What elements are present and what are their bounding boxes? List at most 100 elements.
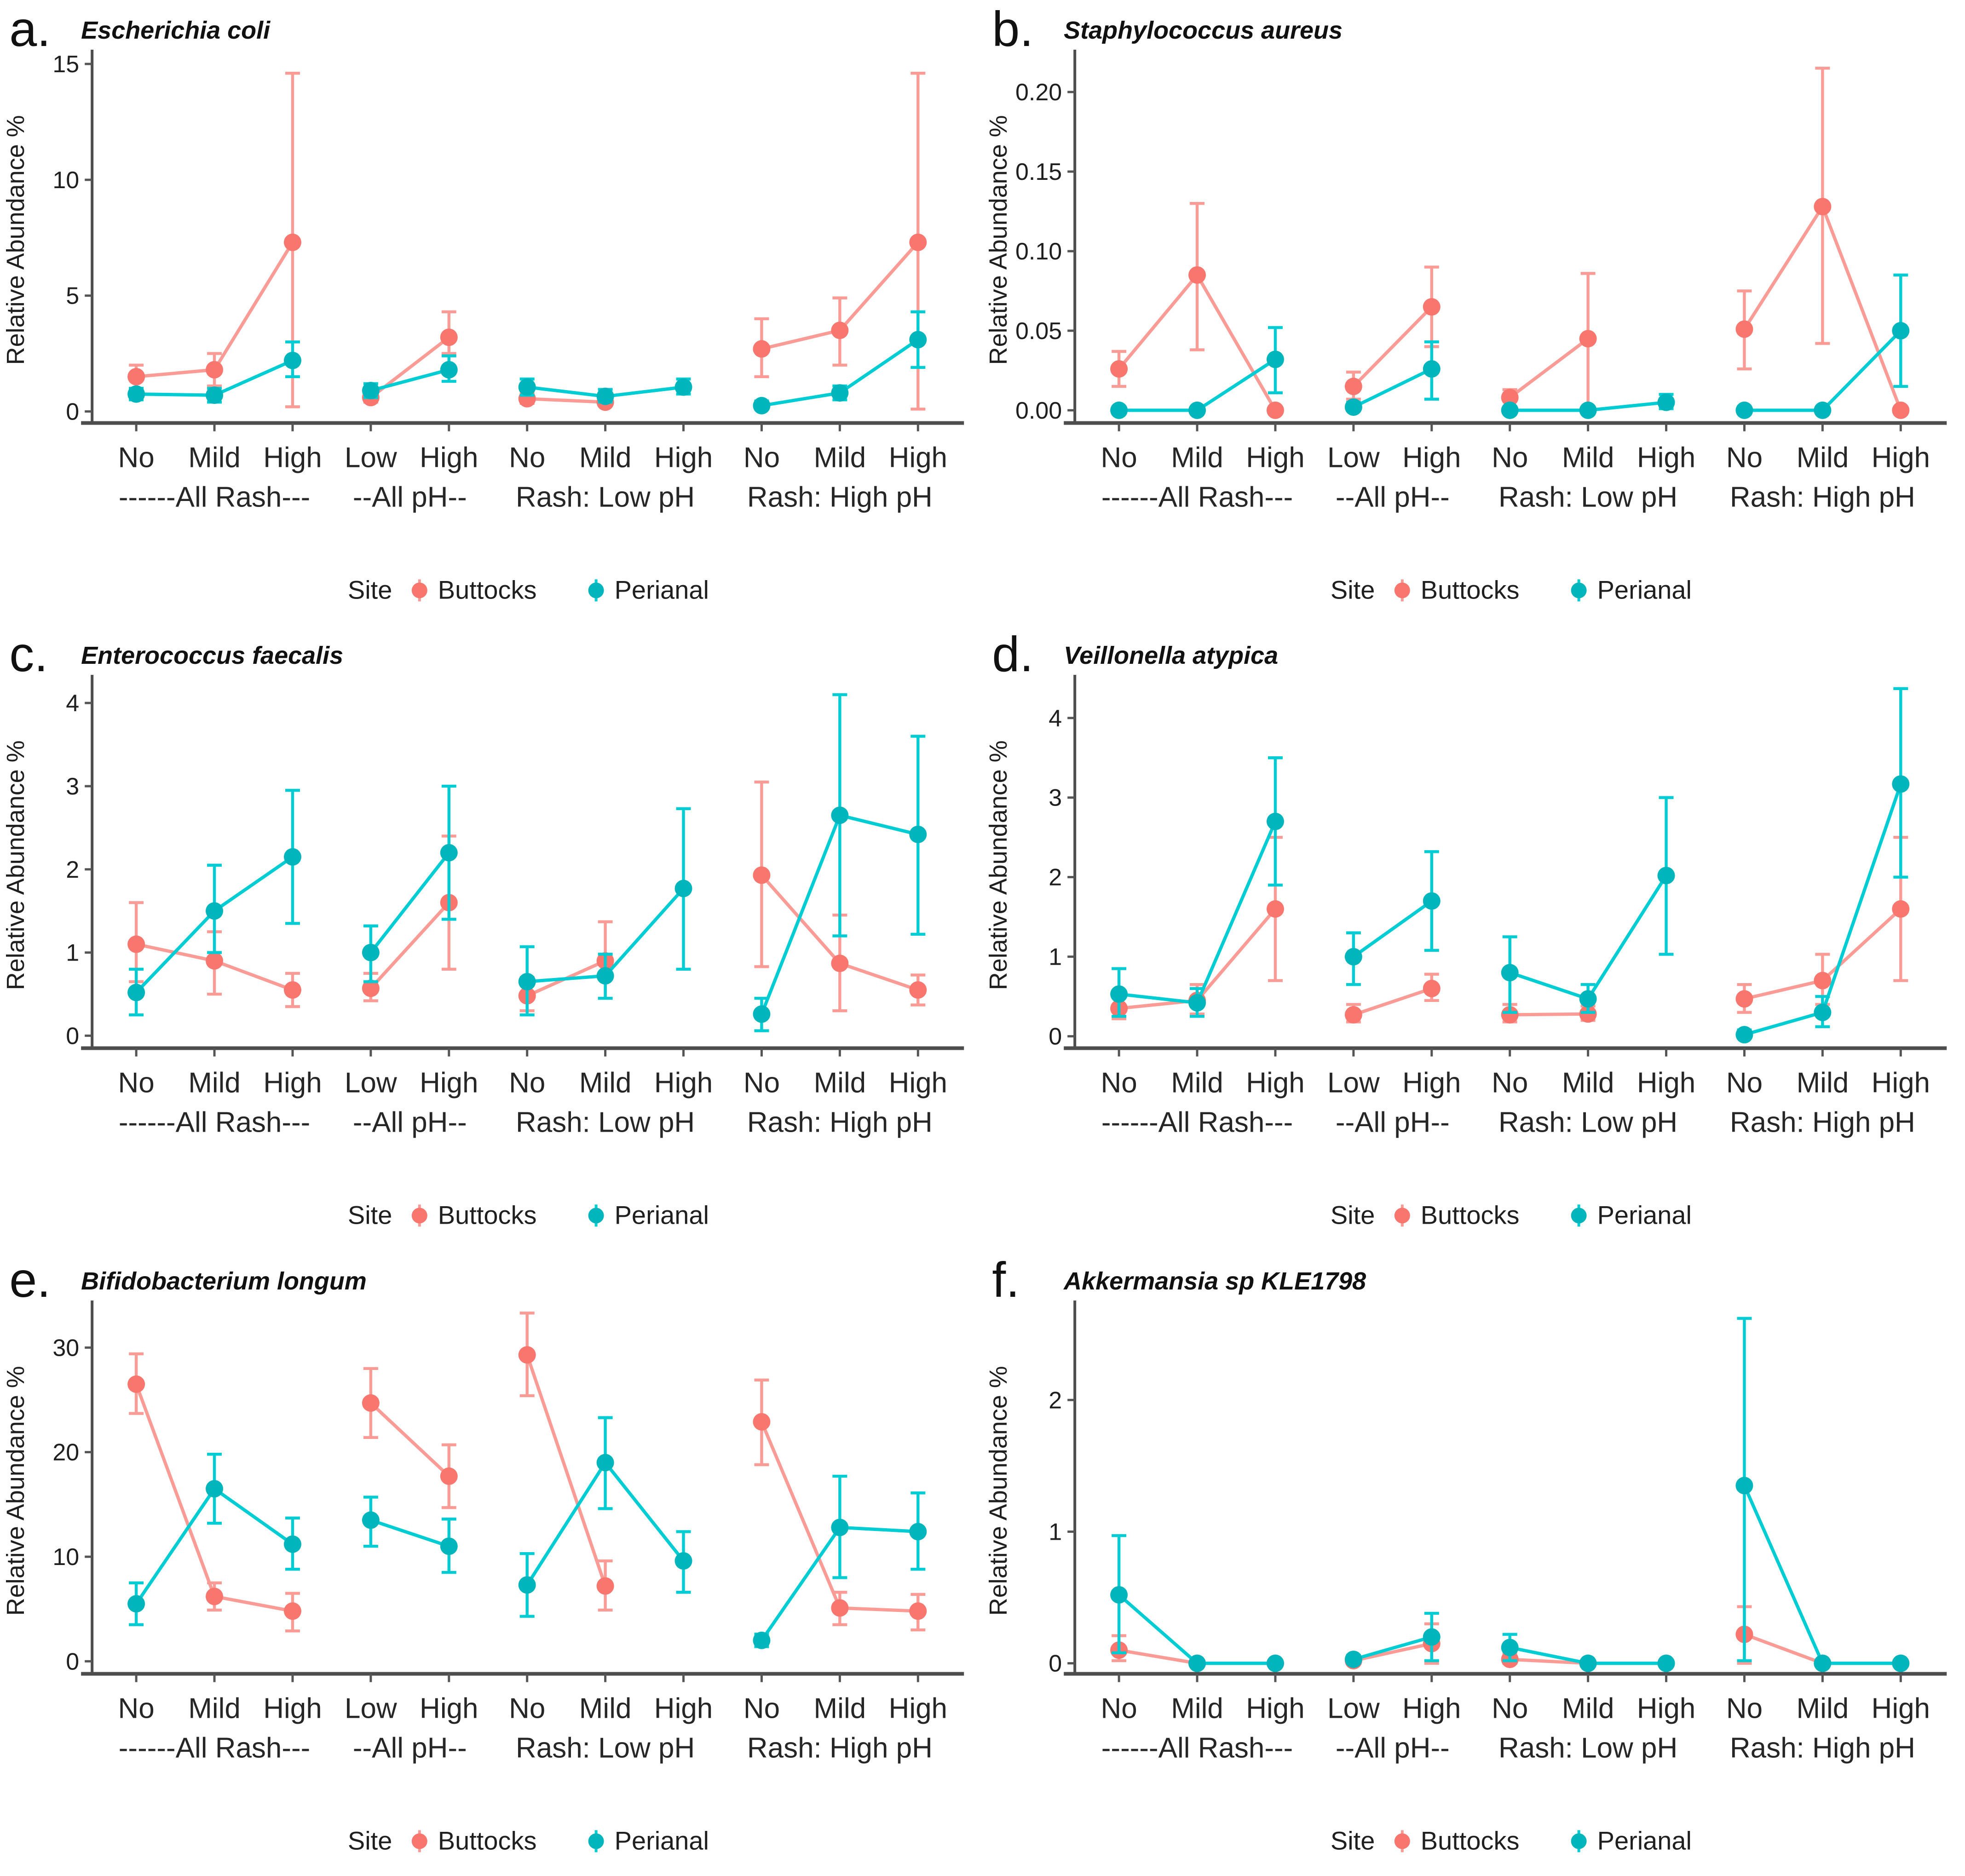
- x-tick-label: High: [654, 442, 713, 473]
- buttocks-point: [1891, 401, 1909, 419]
- perianal-point: [1188, 401, 1206, 419]
- perianal-point: [362, 944, 380, 961]
- buttocks-line: [1195, 274, 1277, 411]
- buttocks-line: [760, 874, 841, 965]
- perianal-line: [527, 385, 606, 398]
- x-tick-label: No: [1101, 442, 1137, 473]
- legend-buttocks-label: Buttocks: [438, 1826, 537, 1855]
- buttocks-point: [1501, 389, 1519, 407]
- perianal-line: [1586, 875, 1668, 1000]
- legend-perianal-label: Perianal: [615, 575, 709, 604]
- perianal-line: [604, 1461, 685, 1562]
- perianal-point: [1579, 1654, 1597, 1672]
- x-tick-label: No: [743, 442, 780, 473]
- panel-b: b. Staphylococcus aureus 0.00 0.05 0.10 0.15 0…: [983, 0, 1965, 625]
- x-tick-label: Low: [1327, 442, 1380, 473]
- x-tick-label: Low: [345, 1692, 397, 1724]
- perianal-point: [596, 1454, 614, 1472]
- buttocks-line: [1821, 206, 1902, 411]
- buttocks-point: [283, 1602, 301, 1620]
- perianal-line: [1509, 1646, 1588, 1665]
- buttocks-point: [440, 1467, 458, 1485]
- legend-title: Site: [348, 1826, 392, 1855]
- perianal-point: [1344, 1650, 1362, 1668]
- x-tick-label: Low: [345, 442, 397, 473]
- perianal-point: [283, 351, 301, 369]
- x-tick-label: High: [1637, 442, 1695, 473]
- perianal-point: [1266, 812, 1284, 830]
- panel-a: a. Escherichia coli 0 5 10 15 Relative Abundan…: [0, 0, 983, 625]
- perianal-point: [596, 967, 614, 985]
- legend-buttocks-glyph-dot: [1394, 1208, 1410, 1224]
- buttocks-line: [369, 902, 450, 990]
- legend-perianal-label: Perianal: [1597, 1201, 1691, 1230]
- buttocks-point: [1423, 298, 1441, 316]
- perianal-point: [1110, 1586, 1128, 1604]
- x-group-label: Rash: High pH: [747, 1732, 933, 1764]
- perianal-point: [1423, 892, 1441, 910]
- panel-letter: c.: [9, 626, 48, 682]
- buttocks-point: [206, 952, 224, 970]
- buttocks-point: [1735, 990, 1753, 1008]
- perianal-line: [370, 368, 449, 392]
- perianal-line: [527, 974, 605, 984]
- panel-e: e. Bifidobacterium longum 0 10 20 30 Relative …: [0, 1251, 983, 1876]
- y-tick-label: 20: [52, 1439, 79, 1466]
- buttocks-line: [1352, 305, 1433, 388]
- perianal-point: [1188, 994, 1206, 1012]
- perianal-point: [518, 378, 536, 396]
- perianal-point: [1735, 1476, 1753, 1494]
- perianal-point: [1735, 1026, 1753, 1044]
- buttocks-point: [831, 955, 849, 973]
- chart-panel-d: d. Veillonella atypica 0 1 2 3 4 Relative Abund…: [985, 626, 1947, 1230]
- perianal-line: [1743, 1011, 1823, 1036]
- perianal-line: [760, 1526, 841, 1641]
- perianal-line: [1118, 1593, 1198, 1665]
- perianal-point: [1423, 360, 1441, 378]
- y-tick-label: 30: [52, 1335, 79, 1361]
- x-group-label: --All pH--: [1335, 1732, 1449, 1764]
- perianal-point: [831, 384, 849, 402]
- perianal-point: [518, 973, 536, 991]
- perianal-point: [440, 361, 458, 379]
- perianal-point: [518, 1576, 536, 1594]
- x-tick-label: No: [1726, 442, 1762, 473]
- perianal-point: [674, 1552, 692, 1570]
- buttocks-point: [1579, 330, 1597, 348]
- x-tick-label: High: [420, 1692, 478, 1724]
- y-tick-label: 1: [1049, 1519, 1062, 1545]
- legend-buttocks-glyph-dot: [1394, 582, 1410, 598]
- x-tick-label: No: [509, 1067, 545, 1099]
- x-tick-label: High: [1246, 1692, 1304, 1724]
- legend-title: Site: [1330, 1826, 1374, 1855]
- buttocks-point: [1344, 1006, 1362, 1024]
- perianal-line: [370, 1518, 449, 1548]
- perianal-line: [604, 887, 685, 977]
- x-group-label: Rash: High pH: [1729, 481, 1915, 513]
- x-tick-label: No: [1492, 1067, 1528, 1099]
- legend-buttocks-glyph-dot: [411, 582, 427, 598]
- y-axis-label: Relative Abundance %: [2, 741, 29, 990]
- buttocks-line: [136, 368, 215, 379]
- perianal-point: [909, 1523, 927, 1541]
- perianal-line: [1352, 899, 1433, 958]
- perianal-point: [753, 1631, 771, 1649]
- perianal-point: [1110, 401, 1128, 419]
- buttocks-line: [1510, 1657, 1588, 1665]
- y-tick-label: 0.05: [1015, 318, 1062, 345]
- buttocks-line: [760, 1421, 841, 1609]
- perianal-line: [1742, 1485, 1824, 1664]
- y-tick-label: 0.20: [1015, 79, 1062, 106]
- x-tick-label: Mild: [1796, 1067, 1849, 1099]
- perianal-point: [127, 385, 145, 403]
- buttocks-point: [831, 1599, 849, 1617]
- perianal-point: [206, 902, 224, 920]
- panel-letter: a.: [9, 1, 51, 57]
- perianal-line: [369, 852, 450, 954]
- x-group-label: --All pH--: [353, 481, 467, 513]
- buttocks-line: [1510, 1012, 1588, 1017]
- buttocks-line: [525, 1354, 607, 1587]
- y-tick-label: 0.15: [1015, 159, 1062, 185]
- perianal-point: [1891, 775, 1909, 793]
